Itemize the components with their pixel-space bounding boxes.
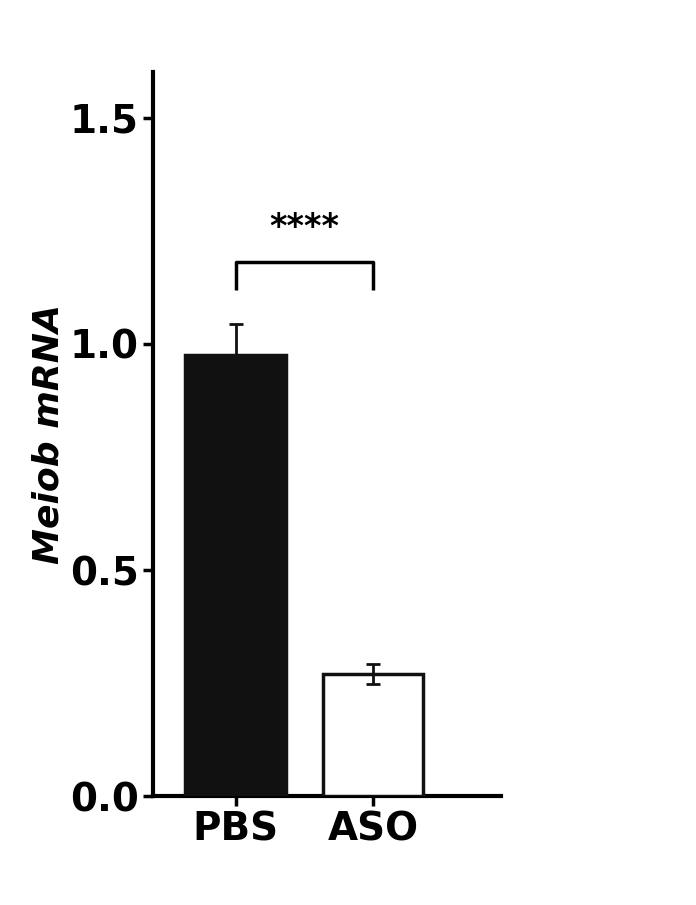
Text: Meiob mRNA: Meiob mRNA (32, 304, 65, 565)
Text: ****: **** (269, 212, 339, 244)
Bar (185, 356, 286, 796)
Bar (322, 674, 423, 796)
